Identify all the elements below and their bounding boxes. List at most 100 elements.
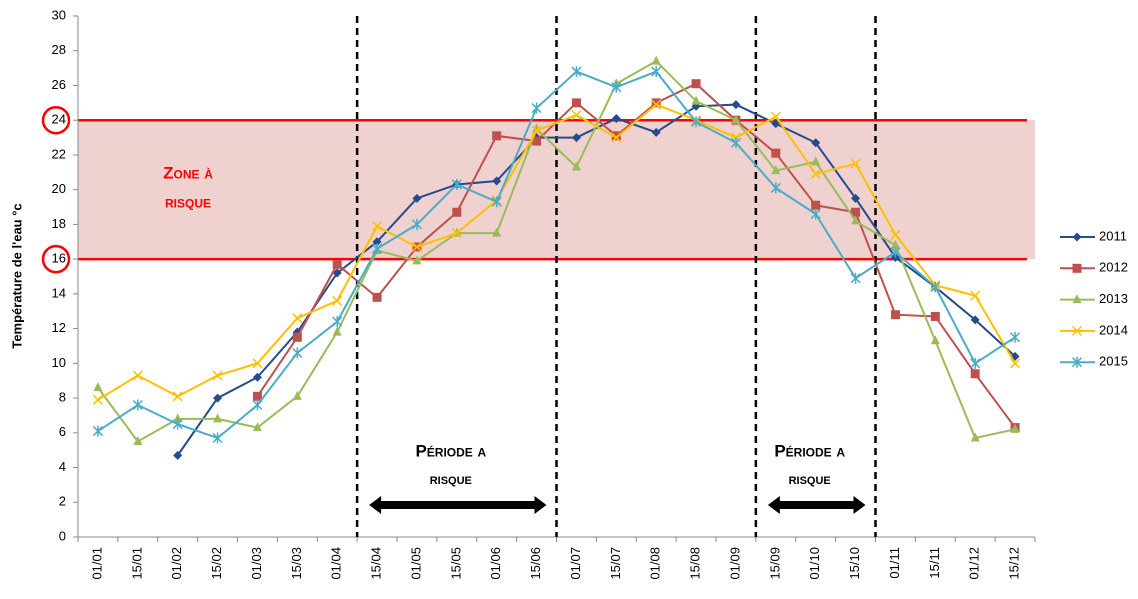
point	[213, 393, 223, 403]
x-tick-label: 15/03	[289, 547, 304, 580]
point	[531, 102, 542, 114]
point	[770, 182, 781, 194]
point	[731, 100, 741, 110]
x-tick-label: 15/10	[847, 547, 862, 580]
x-tick-label: 01/12	[967, 547, 982, 580]
y-tick-label: 2	[59, 494, 66, 509]
point	[93, 382, 103, 392]
zone-tick-circle	[41, 105, 71, 135]
point	[132, 399, 143, 411]
point	[332, 268, 342, 278]
x-tick-label: 15/09	[767, 547, 782, 580]
point	[810, 169, 821, 180]
y-tick-label: 24	[52, 112, 66, 127]
point	[531, 125, 542, 136]
point	[851, 207, 861, 217]
series-line	[97, 103, 1016, 401]
legend-marker	[1072, 294, 1082, 304]
point	[850, 272, 861, 284]
point	[292, 313, 303, 324]
point	[691, 116, 702, 128]
y-tick-label: 30	[52, 7, 66, 22]
y-tick-label: 0	[59, 528, 66, 543]
point	[930, 335, 940, 345]
x-tick-label: 15/11	[927, 547, 942, 579]
point	[372, 243, 383, 255]
point	[730, 137, 741, 149]
point	[412, 255, 422, 265]
x-tick-label: 15/01	[129, 547, 144, 580]
point	[611, 131, 621, 141]
point	[970, 369, 980, 379]
point	[1010, 358, 1021, 369]
point	[970, 357, 981, 369]
period-arrow	[767, 496, 866, 514]
y-tick-label: 16	[52, 251, 66, 266]
point	[611, 113, 621, 123]
x-tick-label: 15/06	[528, 547, 543, 580]
point	[492, 176, 502, 186]
point	[611, 81, 622, 93]
point	[771, 148, 781, 158]
point	[252, 399, 263, 411]
point	[691, 95, 701, 105]
point	[811, 138, 821, 148]
period-label: risque	[789, 471, 831, 488]
point	[1010, 423, 1020, 433]
legend-label: 2015	[1099, 354, 1128, 369]
y-tick-label: 26	[52, 77, 66, 92]
point	[970, 432, 980, 442]
point	[691, 79, 701, 89]
point	[173, 450, 183, 460]
point	[492, 131, 502, 141]
point	[372, 237, 382, 247]
zone-label: Zone à	[163, 163, 213, 182]
point	[970, 315, 980, 325]
point	[651, 99, 662, 110]
x-tick-label: 15/05	[448, 547, 463, 580]
point	[332, 316, 343, 328]
point	[651, 98, 661, 108]
period-label: Période a	[415, 441, 486, 460]
series-line	[97, 70, 1016, 440]
x-tick-label: 01/04	[329, 547, 344, 580]
point	[292, 347, 303, 359]
point	[571, 109, 582, 121]
legend-marker	[1072, 263, 1082, 273]
point	[611, 132, 622, 143]
point	[930, 281, 941, 293]
zone-label: risque	[165, 192, 211, 211]
y-tick-label: 12	[52, 320, 66, 335]
point	[770, 111, 781, 122]
legend-marker	[1072, 232, 1082, 242]
legend-label: 2012	[1099, 260, 1128, 275]
point	[133, 435, 143, 445]
y-tick-label: 22	[52, 146, 66, 161]
x-tick-label: 15/02	[209, 547, 224, 580]
x-tick-label: 15/12	[1007, 547, 1022, 580]
zone-tick-circle	[41, 244, 71, 274]
x-tick-label: 01/06	[488, 547, 503, 580]
point	[811, 200, 821, 210]
point	[571, 133, 581, 143]
point	[292, 390, 302, 400]
point	[213, 413, 223, 423]
series-line	[97, 59, 1016, 443]
point	[890, 229, 901, 240]
point	[571, 66, 582, 78]
series-line	[256, 82, 1016, 429]
point	[451, 178, 462, 190]
point	[890, 310, 900, 320]
point	[172, 391, 183, 402]
x-tick-label: 01/08	[648, 547, 663, 580]
point	[571, 98, 581, 108]
point	[851, 193, 861, 203]
legend-marker	[1071, 356, 1083, 368]
x-tick-label: 01/03	[249, 547, 264, 580]
y-tick-label: 18	[52, 216, 66, 231]
x-tick-label: 01/09	[727, 547, 742, 580]
x-tick-label: 01/11	[887, 547, 902, 579]
y-tick-label: 6	[59, 424, 66, 439]
point	[372, 292, 382, 302]
